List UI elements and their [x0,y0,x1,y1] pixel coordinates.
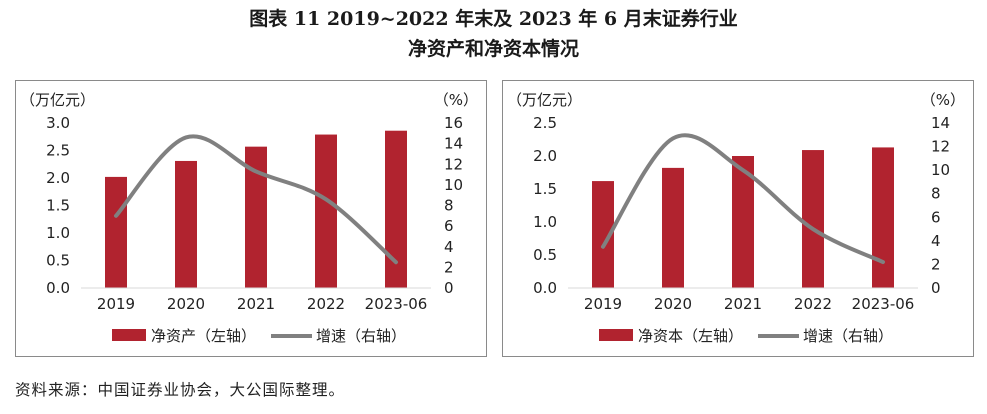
bar-2022 [315,134,337,288]
left-axis-tick: 1.0 [46,224,70,242]
left-axis-tick: 0.5 [533,246,557,264]
bar-2020 [662,167,684,288]
legend-bar-swatch [112,329,146,341]
legend-line-label: 增速（右轴） [803,327,893,345]
net-capital-chart-panel: （万亿元） （%） 2.5 2.0 1.5 1.0 0.5 0.0 14 12 10 8 6 4 2 0 201… [502,80,974,357]
right-axis-tick: 8 [931,185,941,203]
legend-line-label: 增速（右轴） [316,327,406,345]
right-axis-tick: 12 [444,155,463,173]
right-axis-tick: 10 [444,176,463,194]
chart-title-line-2: 净资产和净资本情况 [407,38,579,60]
left-axis-tick: 1.5 [533,180,557,198]
right-axis-tick: 16 [444,114,463,132]
net-capital-chart: （万亿元） （%） 2.5 2.0 1.5 1.0 0.5 0.0 14 12 10 8 6 4 2 0 201… [507,91,965,345]
right-axis-tick: 8 [444,197,454,215]
bar-2020 [175,160,197,288]
x-axis-tick: 2019 [584,295,622,313]
bar-2023-06 [872,147,894,288]
x-axis-tick: 2022 [307,295,345,313]
x-axis-tick: 2022 [794,295,832,313]
x-axis-tick: 2020 [167,295,205,313]
left-axis-tick: 2.5 [46,142,70,160]
legend-bar-swatch [599,329,633,341]
left-axis-tick: 2.0 [533,147,557,165]
chart-title-line-1: 图表 11 2019~2022 年末及 2023 年 6 月末证券行业 [249,8,738,30]
left-axis-tick: 0.0 [46,279,70,297]
bar-2019 [592,181,614,288]
right-axis-tick: 6 [444,217,454,235]
right-axis-tick: 14 [931,114,950,132]
legend-bar-label: 净资本（左轴） [638,327,743,345]
right-axis-tick: 2 [444,258,454,276]
source-note: 资料来源：中国证券业协会，大公国际整理。 [15,381,346,399]
bar-2021 [732,156,754,288]
left-axis-unit: （万亿元） [20,91,95,109]
left-axis-tick: 0.0 [533,279,557,297]
right-axis-tick: 10 [931,161,950,179]
bar-2022 [802,150,824,288]
left-axis-tick: 3.0 [46,114,70,132]
legend-bar-label: 净资产（左轴） [151,327,256,345]
net-assets-chart-panel: （万亿元） （%） 3.0 2.5 2.0 1.5 1.0 0.5 0.0 16 14 12 10 8 6 4… [15,80,487,357]
bar-2023-06 [385,130,407,288]
right-axis-tick: 0 [931,279,941,297]
left-axis-tick: 1.0 [533,213,557,231]
right-axis-tick: 6 [931,208,941,226]
right-axis-unit: （%） [921,91,965,109]
left-axis-unit: （万亿元） [507,91,582,109]
right-axis-tick: 4 [444,238,454,256]
right-axis-unit: （%） [434,91,478,109]
right-axis-tick: 14 [444,135,463,153]
x-axis-tick: 2020 [654,295,692,313]
growth-rate-line [601,133,885,265]
left-axis-tick: 2.0 [46,169,70,187]
left-axis-tick: 2.5 [533,114,557,132]
bar-2019 [105,176,127,288]
right-axis-tick: 4 [931,232,941,250]
x-axis-tick: 2023-06 [852,295,915,313]
right-axis-tick: 12 [931,138,950,156]
bar-2021 [245,146,267,288]
x-axis-tick: 2021 [724,295,762,313]
x-axis-tick: 2019 [97,295,135,313]
x-axis-tick: 2023-06 [365,295,428,313]
right-axis-tick: 0 [444,279,454,297]
right-axis-tick: 2 [931,255,941,273]
x-axis-tick: 2021 [237,295,275,313]
left-axis-tick: 1.5 [46,197,70,215]
net-assets-chart: （万亿元） （%） 3.0 2.5 2.0 1.5 1.0 0.5 0.0 16 14 12 10 8 6 4… [20,91,478,345]
left-axis-tick: 0.5 [46,252,70,270]
